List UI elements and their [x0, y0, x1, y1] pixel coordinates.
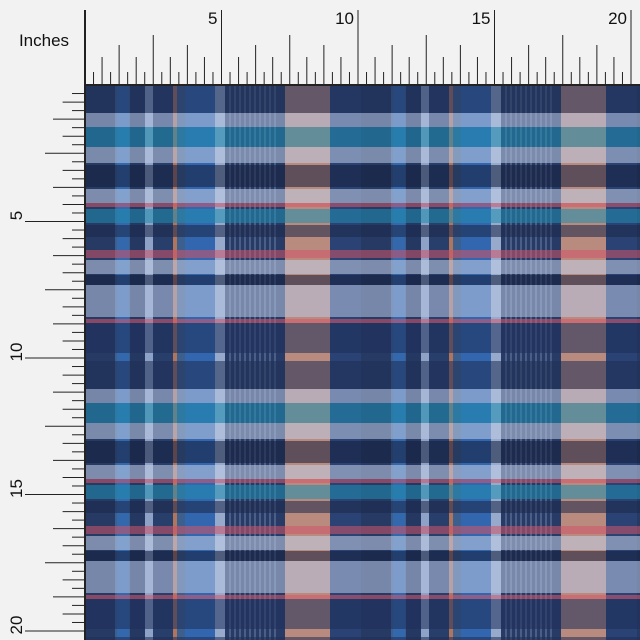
ruler-ticks: 5 10 15 20 5 10 15 20	[7, 9, 632, 635]
left-ruler-label: 15	[7, 479, 26, 498]
left-ruler	[0, 0, 85, 640]
top-ruler	[0, 0, 640, 85]
top-ruler-label: 15	[472, 9, 491, 28]
top-ruler-label: 10	[335, 9, 354, 28]
top-ruler-label: 5	[208, 9, 217, 28]
top-ruler-label: 20	[608, 9, 627, 28]
plaid-fabric	[85, 85, 640, 640]
left-ruler-label: 20	[7, 616, 26, 635]
left-ruler-label: 10	[7, 343, 26, 362]
left-ruler-label: 5	[7, 211, 26, 220]
unit-label: Inches	[19, 31, 69, 50]
